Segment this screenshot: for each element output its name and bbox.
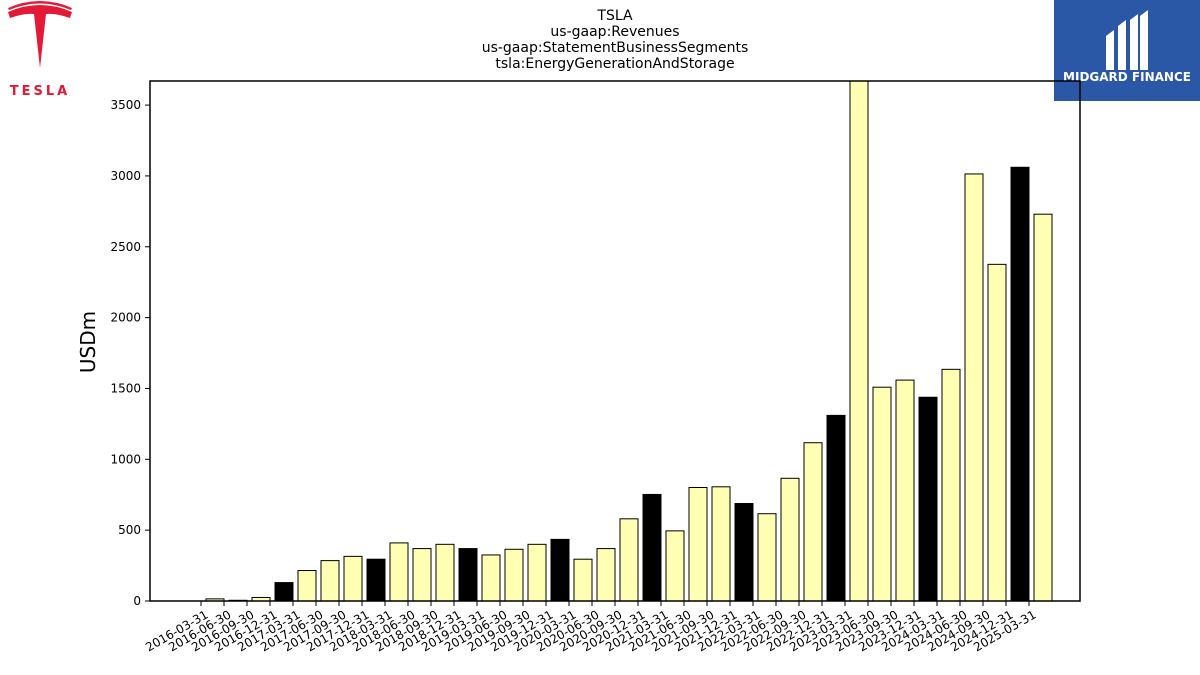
tesla-t-icon xyxy=(8,5,72,68)
bar xyxy=(619,518,639,602)
chart-title: TSLAus-gaap:Revenuesus-gaap:StatementBus… xyxy=(482,8,749,72)
bar xyxy=(527,543,547,602)
bar xyxy=(504,548,524,602)
bar xyxy=(872,386,892,602)
bar xyxy=(780,477,800,602)
bar xyxy=(412,548,432,602)
y-tick-label: 1500 xyxy=(110,381,141,395)
y-tick-label: 2500 xyxy=(110,240,141,254)
bar xyxy=(941,368,961,602)
bar xyxy=(757,513,777,602)
x-axis: 2016-03-312016-06-302016-09-302016-12-31… xyxy=(143,601,1039,654)
bar xyxy=(435,543,455,602)
midgard-logo: MIDGARD FINANCE xyxy=(1054,0,1200,101)
chart-title-line: us-gaap:Revenues xyxy=(550,24,679,40)
midgard-wordmark: MIDGARD FINANCE xyxy=(1063,70,1191,84)
bar xyxy=(642,493,662,602)
y-axis: 0 500 1000 1500 2000 2500 3000 3500 xyxy=(110,98,150,608)
bar xyxy=(274,582,294,602)
y-tick-label: 3000 xyxy=(110,169,141,183)
y-tick-label: 2000 xyxy=(110,311,141,325)
bar xyxy=(550,538,570,602)
bar xyxy=(481,554,501,602)
chart-title-line: tsla:EnergyGenerationAndStorage xyxy=(495,56,734,72)
bar xyxy=(849,80,869,602)
tesla-logo: TESLA xyxy=(8,1,72,99)
y-tick-label: 3500 xyxy=(110,98,141,112)
tesla-t-arc-icon xyxy=(8,1,72,10)
bar xyxy=(826,414,846,602)
bar xyxy=(320,560,340,602)
bar xyxy=(389,542,409,602)
y-axis-label: USDm xyxy=(76,311,100,373)
bar xyxy=(803,442,823,602)
chart-title-line: TSLA xyxy=(596,8,633,24)
bar xyxy=(573,558,593,602)
plot-frame xyxy=(149,80,1081,602)
bar xyxy=(918,396,938,602)
midgard-logo-background xyxy=(1054,0,1200,101)
bar xyxy=(297,570,317,602)
y-tick-label: 500 xyxy=(118,523,141,537)
bar xyxy=(1033,213,1053,602)
bar xyxy=(987,263,1007,602)
y-tick-label: 1000 xyxy=(110,452,141,466)
bar xyxy=(688,487,708,602)
bar xyxy=(366,558,386,602)
bar xyxy=(458,548,478,602)
chart-title-line: us-gaap:StatementBusinessSegments xyxy=(482,40,749,56)
y-tick-label: 0 xyxy=(133,594,141,608)
bar xyxy=(711,486,731,602)
bar xyxy=(596,548,616,602)
bar xyxy=(895,379,915,602)
bar xyxy=(665,530,685,602)
bar-series xyxy=(205,80,1053,602)
midgard-m-icon xyxy=(1106,10,1148,70)
bar xyxy=(964,173,984,602)
bar xyxy=(1010,166,1030,602)
bar xyxy=(734,503,754,602)
bar xyxy=(343,555,363,602)
tesla-wordmark: TESLA xyxy=(10,84,70,99)
